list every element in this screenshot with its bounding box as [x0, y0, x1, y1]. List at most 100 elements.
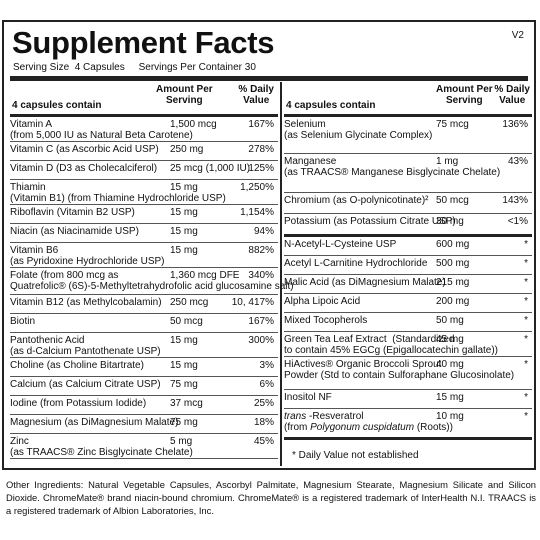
left-amount: 50 mcg	[170, 316, 203, 327]
right-daily-value: *	[524, 334, 528, 345]
left-nutrient-name: Choline (as Choline Bitartrate)	[10, 360, 144, 371]
left-daily-value: 125%	[248, 163, 274, 174]
right-nutrient-name: Alpha Lipoic Acid	[284, 296, 361, 307]
right-amount: 40 mg	[436, 359, 464, 370]
left-daily-value: 882%	[248, 245, 274, 256]
right-amount: 50 mcg	[436, 195, 469, 206]
right-amount: 215 mg	[436, 277, 470, 288]
left-daily-value: 167%	[248, 316, 274, 327]
left-row: Calcium (as Calcium Citrate USP) 75 mg 6%	[10, 377, 278, 396]
right-nutrient-name: Manganese (as TRAACS® Manganese Bisglyci…	[284, 156, 501, 178]
left-amount: 75 mg	[170, 417, 198, 428]
daily-value-footnote: * Daily Value not established	[292, 450, 419, 461]
left-row: Niacin (as Niacinamide USP) 15 mg 94%	[10, 224, 278, 243]
left-row: Vitamin A (from 5,000 IU as Natural Beta…	[10, 117, 278, 142]
right-header-label: 4 capsules contain	[286, 100, 376, 111]
right-nutrient-name: trans -Resveratrol (from Polygonum cuspi…	[284, 411, 453, 433]
right-row: Mixed Tocopherols 50 mg *	[284, 313, 532, 332]
right-row: HiActives® Organic Broccoli Sprout Powde…	[284, 357, 532, 390]
serving-info: Serving Size 4 Capsules Servings Per Con…	[13, 62, 256, 73]
right-row: Alpha Lipoic Acid 200 mg *	[284, 294, 532, 313]
right-column: 4 capsules contain Amount Per Serving % …	[284, 82, 532, 440]
left-nutrient-name: Thiamin (Vitamin B1) (from Thiamine Hydr…	[10, 182, 226, 204]
left-daily-value: 18%	[253, 417, 274, 428]
right-daily-value: 143%	[502, 195, 528, 206]
left-nutrient-name: Biotin	[10, 316, 36, 327]
left-amount: 15 mg	[170, 245, 198, 256]
right-row: Green Tea Leaf Extract (Standardized to …	[284, 332, 532, 357]
right-daily-value: <1%	[507, 216, 528, 227]
left-nutrient-name: Vitamin D (D3 as Cholecalciferol)	[10, 163, 158, 174]
right-amount: 75 mcg	[436, 119, 469, 130]
left-daily-value: 3%	[259, 360, 274, 371]
right-amount: 30 mg	[436, 216, 464, 227]
right-amount: 200 mg	[436, 296, 470, 307]
right-amount: 15 mg	[436, 392, 464, 403]
left-amount: 15 mg	[170, 360, 198, 371]
left-amount: 15 mg	[170, 335, 198, 346]
left-daily-value: 300%	[248, 335, 274, 346]
left-daily-value: 45%	[253, 436, 274, 447]
left-nutrient-name: Folate (from 800 mcg as Quatrefolic® (6S…	[10, 270, 294, 292]
left-header-dv: % Daily Value	[238, 84, 274, 106]
left-daily-value: 94%	[253, 226, 274, 237]
left-nutrient-name: Vitamin C (as Ascorbic Acid USP)	[10, 144, 159, 155]
left-nutrient-name: Calcium (as Calcium Citrate USP)	[10, 379, 161, 390]
left-daily-value: 10, 417%	[231, 297, 274, 308]
left-amount: 250 mcg	[170, 297, 209, 308]
left-nutrient-name: Iodine (from Potassium Iodide)	[10, 398, 147, 409]
header-rule	[10, 76, 528, 81]
right-amount: 50 mg	[436, 315, 464, 326]
right-row: Selenium (as Selenium Glycinate Complex)…	[284, 117, 532, 154]
right-nutrient-name: HiActives® Organic Broccoli Sprout Powde…	[284, 359, 515, 381]
left-amount: 1,500 mcg	[170, 119, 217, 130]
left-amount: 1,360 mcg DFE	[170, 270, 240, 281]
left-row: Zinc (as TRAACS® Zinc Bisglycinate Chela…	[10, 434, 278, 459]
right-row: Acetyl L-Carnitine Hydrochloride 500 mg *	[284, 256, 532, 275]
right-nutrient-name: Mixed Tocopherols	[284, 315, 368, 326]
left-daily-value: 278%	[248, 144, 274, 155]
left-column: 4 capsules contain Amount Per Serving % …	[10, 82, 294, 459]
left-nutrient-name: Vitamin A (from 5,000 IU as Natural Beta…	[10, 119, 193, 141]
left-nutrient-name: Vitamin B12 (as Methylcobalamin)	[10, 297, 162, 308]
left-row: Riboflavin (Vitamin B2 USP) 15 mg 1,154%	[10, 205, 278, 224]
right-nutrient-name: Selenium (as Selenium Glycinate Complex)	[284, 119, 433, 141]
left-row: Iodine (from Potassium Iodide) 37 mcg 25%	[10, 396, 278, 415]
left-daily-value: 1,250%	[240, 182, 274, 193]
left-row: Vitamin C (as Ascorbic Acid USP) 250 mg 27…	[10, 142, 278, 161]
right-header-dv: % Daily Value	[494, 84, 530, 106]
left-amount: 15 mg	[170, 207, 198, 218]
right-daily-value: *	[524, 392, 528, 403]
left-amount: 75 mg	[170, 379, 198, 390]
left-amount: 5 mg	[170, 436, 193, 447]
left-nutrient-name: Riboflavin (Vitamin B2 USP)	[10, 207, 135, 218]
right-daily-value: 43%	[507, 156, 528, 167]
left-nutrient-name: Zinc (as TRAACS® Zinc Bisglycinate Chela…	[10, 436, 193, 458]
version-label: V2	[511, 30, 524, 41]
right-nutrient-name: Inositol NF	[284, 392, 332, 403]
right-nutrient-name: Chromium (as O-polynicotinate)²	[284, 195, 429, 206]
other-ingredients: Other Ingredients: Natural Vegetable Cap…	[6, 479, 536, 516]
right-nutrient-name: Acetyl L-Carnitine Hydrochloride	[284, 258, 428, 269]
left-daily-value: 167%	[248, 119, 274, 130]
left-row: Vitamin B12 (as Methylcobalamin) 250 mcg 1…	[10, 295, 278, 314]
right-daily-value: *	[524, 277, 528, 288]
column-divider	[280, 82, 282, 466]
right-row: Malic Acid (as DiMagnesium Malate) 215 mg…	[284, 275, 532, 294]
right-row: N-Acetyl-L-Cysteine USP 600 mg *	[284, 237, 532, 256]
right-row: Potassium (as Potassium Citrate USP) 30 m…	[284, 214, 532, 237]
right-row: Chromium (as O-polynicotinate)² 50 mcg 143…	[284, 193, 532, 214]
right-daily-value: *	[524, 258, 528, 269]
left-row: Pantothenic Acid (as d-Calcium Pantothen…	[10, 333, 278, 358]
supplement-facts-panel: Supplement Facts V2 Serving Size 4 Capsu…	[2, 20, 536, 470]
right-daily-value: *	[524, 239, 528, 250]
left-nutrient-name: Vitamin B6 (as Pyridoxine Hydrochloride …	[10, 245, 165, 267]
left-row: Biotin 50 mcg 167%	[10, 314, 278, 333]
left-amount: 250 mg	[170, 144, 204, 155]
right-nutrient-name: Green Tea Leaf Extract (Standardized to …	[284, 334, 499, 356]
right-amount: 600 mg	[436, 239, 470, 250]
right-nutrient-name: Malic Acid (as DiMagnesium Malate)	[284, 277, 446, 288]
left-row: Thiamin (Vitamin B1) (from Thiamine Hydr…	[10, 180, 278, 205]
left-column-header: 4 capsules contain Amount Per Serving % …	[10, 82, 278, 117]
panel-title: Supplement Facts	[12, 25, 275, 60]
